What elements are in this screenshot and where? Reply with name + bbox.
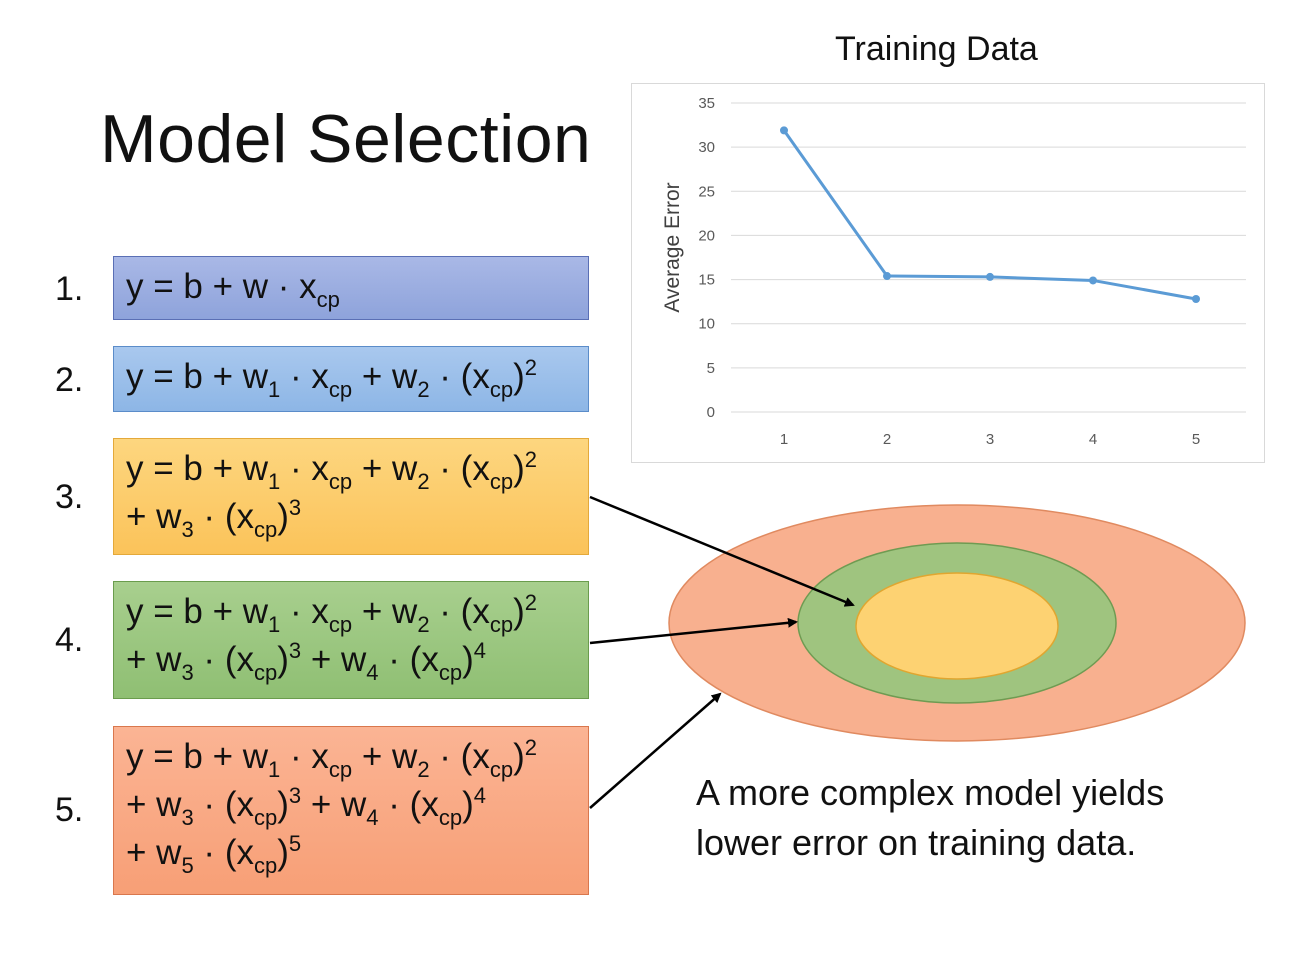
inner-ellipse-model-3 [855,572,1059,680]
model-3-number: 3. [55,478,84,516]
data-point [1192,294,1200,303]
y-tick-label: 15 [698,272,715,289]
model-5-formula-box: y = b + w1 · xcp + w2 · (xcp)2 + w3 · (x… [113,726,589,895]
y-tick-label: 20 [698,227,715,244]
chart-frame [631,83,1265,463]
model-1-formula-box: y = b + w · xcp [113,256,589,320]
data-point [1089,276,1097,285]
x-tick-label: 5 [1192,431,1200,448]
y-tick-label: 25 [698,183,715,200]
outer-ellipse-model-5 [668,504,1246,742]
caption-line-2: lower error on training data. [696,822,1137,863]
model-3-formula-box: y = b + w1 · xcp + w2 · (xcp)2 + w3 · (x… [113,438,589,555]
caption: A more complex model yields lower error … [696,768,1164,868]
y-tick-label: 0 [707,404,715,421]
y-tick-label: 30 [698,139,715,156]
arrow-model-3 [589,495,855,607]
data-point [780,126,788,135]
y-tick-label: 35 [698,95,715,112]
model-2-number: 2. [55,361,84,399]
chart-title: Training Data [835,30,1038,68]
x-tick-label: 3 [986,431,994,448]
y-tick-label: 5 [707,360,715,377]
y-tick-label: 10 [698,316,715,333]
data-point [883,272,891,281]
model-1-number: 1. [55,270,84,308]
x-tick-label: 4 [1089,431,1097,448]
data-point [986,272,994,281]
model-4-formula-box: y = b + w1 · xcp + w2 · (xcp)2 + w3 · (x… [113,581,589,699]
x-tick-label: 1 [780,431,788,448]
slide-title: Model Selection [100,101,592,177]
middle-ellipse-model-4 [797,542,1117,704]
model-4-number: 4. [55,621,84,659]
x-tick-label: 2 [883,431,891,448]
model-2-formula-box: y = b + w1 · xcp + w2 · (xcp)2 [113,346,589,412]
caption-line-1: A more complex model yields [696,772,1165,813]
training-error-chart: 0 5 10 15 20 25 30 35 1 2 3 4 5 Average Error [661,95,1246,448]
y-axis-label: Average Error [661,182,684,312]
model-5-number: 5. [55,791,84,829]
arrow-model-4 [589,617,798,645]
